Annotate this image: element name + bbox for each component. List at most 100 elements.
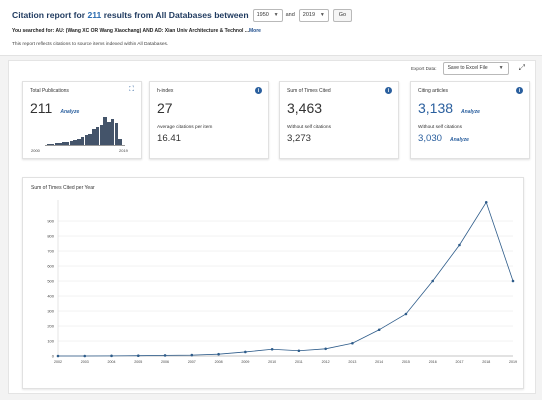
chevron-down-icon: ▼: [319, 12, 325, 18]
page-title: Citation report for 211 results from All…: [12, 10, 249, 20]
mini-chart-bar: [84, 134, 89, 145]
mini-chart-start-label: 2000: [31, 148, 40, 153]
average-citations-value: 16.41: [157, 133, 182, 144]
year-from-value: 1950: [256, 12, 269, 18]
x-tick-label: 2015: [402, 360, 410, 364]
info-icon[interactable]: i: [516, 87, 523, 94]
analyze-link[interactable]: Analyze: [450, 137, 469, 143]
series-line: [58, 201, 514, 357]
export-select[interactable]: Save to Excel File ▼: [442, 61, 509, 75]
mini-chart-bar: [99, 125, 104, 145]
info-icon[interactable]: i: [255, 87, 262, 94]
mini-chart-bar: [92, 129, 96, 145]
mini-chart-end-label: 2019: [119, 148, 128, 153]
x-tick-label: 2002: [54, 360, 62, 364]
y-tick-label: 900: [47, 219, 54, 224]
title-row: Citation report for 211 results from All…: [12, 6, 530, 24]
data-point: [217, 352, 220, 356]
data-point: [110, 354, 113, 358]
data-point: [404, 312, 408, 316]
mini-chart-bar: [95, 127, 100, 145]
card-title: Total Publications: [30, 88, 69, 94]
report-panel: Export Data: Save to Excel File ▼ ⤢ Tota…: [8, 60, 536, 394]
chevron-down-icon: ▼: [273, 12, 279, 18]
mini-chart-axis: [45, 145, 125, 146]
year-to-select[interactable]: 2019 ▼: [298, 8, 329, 22]
data-point: [56, 354, 60, 358]
data-point: [270, 347, 274, 351]
x-tick-label: 2003: [81, 360, 89, 364]
chevron-down-icon: ▼: [498, 65, 504, 71]
analyze-link[interactable]: Analyze: [60, 109, 80, 115]
y-tick-label: 300: [47, 309, 54, 314]
data-point: [351, 341, 354, 345]
mini-chart-bar: [62, 141, 66, 145]
export-label: Export Data:: [411, 65, 437, 71]
card-title: Citing articles: [418, 88, 449, 94]
mini-chart-bar: [77, 138, 81, 145]
citing-without-self-row: 3,030 Analyze: [418, 133, 522, 144]
expand-icon[interactable]: ⛶: [129, 86, 134, 93]
citing-articles-value[interactable]: 3,138: [418, 100, 454, 116]
data-point: [136, 354, 140, 357]
citing-articles-card: Citing articles i 3,138 Analyze Without …: [410, 81, 530, 159]
data-point: [190, 353, 194, 357]
mini-chart-bar: [65, 141, 70, 145]
more-link[interactable]: More: [248, 28, 261, 34]
x-tick-label: 2019: [509, 360, 517, 364]
y-tick-label: 800: [47, 234, 54, 239]
and-label: and: [285, 12, 295, 18]
mini-chart-bar: [69, 140, 74, 145]
h-index-value: 27: [157, 100, 173, 116]
mini-chart-bar: [54, 142, 59, 145]
x-tick-label: 2011: [295, 360, 303, 364]
title-suffix: results from All Databases between: [103, 10, 249, 20]
report-header: Citation report for 211 results from All…: [0, 0, 542, 56]
year-from-select[interactable]: 1950 ▼: [252, 8, 283, 22]
x-tick-label: 2006: [161, 360, 169, 364]
mini-chart-bar: [80, 136, 85, 145]
data-point: [324, 347, 327, 351]
chart-title: Sum of Times Cited per Year: [31, 185, 95, 191]
year-to-value: 2019: [302, 12, 316, 18]
citing-articles-value-row: 3,138 Analyze: [418, 100, 522, 116]
without-self-citations-label: Without self citations: [287, 125, 331, 130]
info-icon[interactable]: i: [385, 87, 392, 94]
y-tick-label: 600: [47, 264, 54, 269]
x-tick-label: 2005: [134, 360, 142, 364]
total-publications-value-row: 211 Analyze: [30, 100, 134, 116]
x-tick-label: 2007: [188, 360, 196, 364]
data-point: [163, 354, 167, 357]
total-publications-value: 211: [30, 100, 53, 116]
mini-chart-bar: [47, 143, 51, 145]
data-point: [297, 349, 301, 353]
without-self-citations-value: 3,273: [287, 133, 312, 144]
search-query-line: You searched for: AU: (Wang XC OR Wang X…: [12, 28, 530, 34]
x-tick-label: 2010: [268, 360, 276, 364]
x-tick-label: 2008: [215, 360, 223, 364]
data-point: [377, 328, 381, 332]
times-cited-card: Sum of Times Cited i 3,463 Without self …: [279, 81, 399, 159]
searched-prefix: You searched for:: [12, 28, 55, 34]
x-tick-label: 2018: [482, 360, 490, 364]
y-tick-label: 500: [47, 279, 54, 284]
data-point: [244, 350, 247, 354]
analyze-link[interactable]: Analyze: [461, 109, 480, 115]
x-tick-label: 2012: [322, 360, 330, 364]
times-cited-value: 3,463: [287, 100, 323, 116]
export-row: Export Data: Save to Excel File ▼ ⤢: [411, 61, 525, 75]
average-citations-label: Average citations per item: [157, 125, 213, 130]
y-tick-label: 200: [47, 324, 54, 329]
total-publications-card: Total Publications ⛶ 211 Analyze 2000 20…: [22, 81, 142, 159]
go-button[interactable]: Go: [332, 8, 353, 22]
data-point: [511, 279, 515, 283]
y-tick-label: 700: [47, 249, 54, 254]
title-prefix: Citation report for: [12, 10, 86, 20]
citing-without-self-value[interactable]: 3,030: [418, 133, 443, 144]
expand-icon[interactable]: ⤢: [518, 63, 525, 72]
x-tick-label: 2014: [375, 360, 383, 364]
times-cited-line-chart: 0 100 200 300 400 500 600 700 800 900 2002 2003 2004…: [47, 200, 517, 364]
data-point: [484, 200, 488, 204]
mini-chart-bar: [88, 133, 92, 145]
x-tick-label: 2017: [455, 360, 463, 364]
